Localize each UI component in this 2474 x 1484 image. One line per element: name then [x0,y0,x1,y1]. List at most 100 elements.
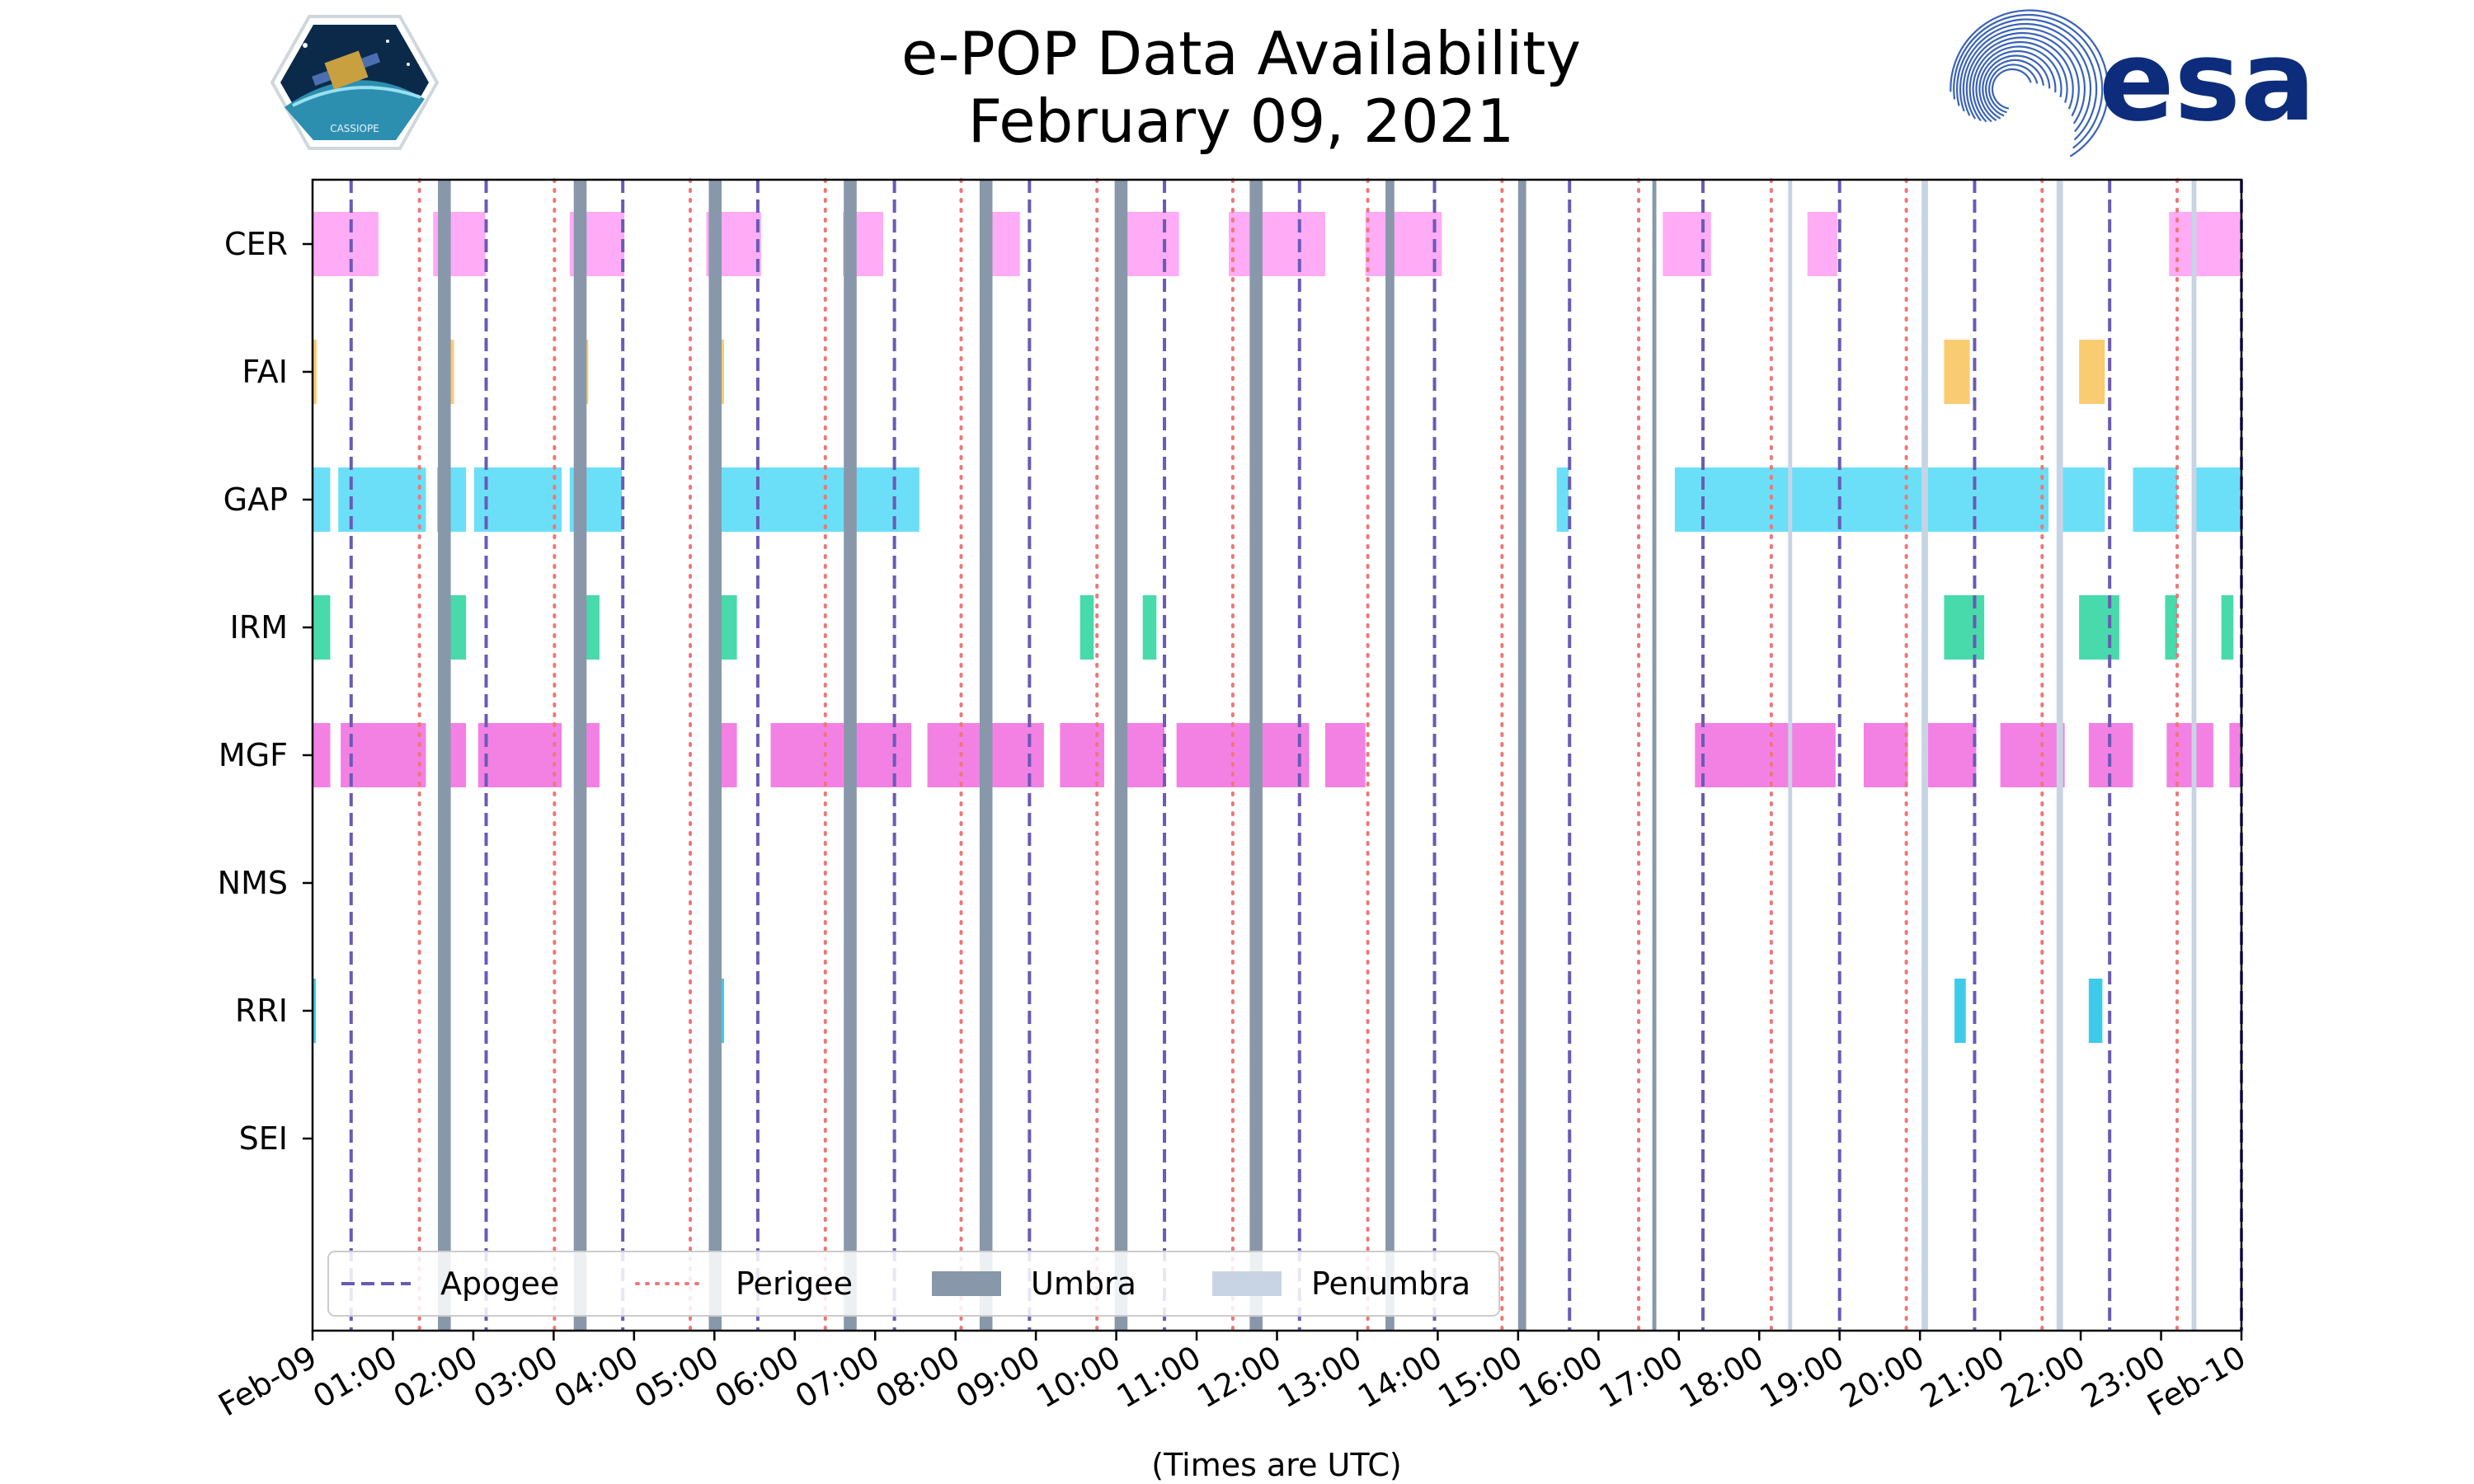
bar-irm [1944,595,1985,660]
esa-swirl-arc [1972,40,2068,138]
x-tick-label: 01:00 [307,1339,403,1416]
bar-cer [987,212,1020,276]
esa-swirl-mark [1950,9,2109,169]
eclipse-shading [438,180,2197,1331]
umbra-band [1652,180,1657,1331]
umbra-band [438,180,451,1331]
x-tick-label: 14:00 [1352,1339,1448,1416]
esa-swirl-arc [1978,49,2057,129]
umbra-band [573,180,587,1331]
esa-logo: esa [1950,9,2316,169]
legend-label-perigee: Perigee [736,1266,853,1302]
bar-irm [313,595,331,660]
x-tick-label: 22:00 [1995,1339,2091,1416]
bar-fai [721,340,724,404]
bar-mgf [1695,723,1836,787]
bar-gap [713,467,920,532]
bar-irm [2221,595,2234,660]
esa-swirl-arc [1988,63,2039,115]
bar-mgf [1120,723,1165,787]
bar-mgf [1863,723,1908,787]
umbra-band [844,180,857,1331]
legend-label-penumbra: Penumbra [1311,1266,1470,1302]
umbra-band [1385,180,1395,1331]
x-axis-ticks: Feb-0901:0002:0003:0004:0005:0006:0007:0… [212,1331,2252,1424]
bar-mgf [477,723,562,787]
bar-irm [1079,595,1094,660]
bar-mgf [2000,723,2065,787]
penumbra-band [2191,180,2197,1331]
umbra-band [1114,180,1128,1331]
bar-cer [1124,212,1179,276]
bar-gap [2133,467,2178,532]
bar-gap [2058,467,2105,532]
bar-irm [582,595,600,660]
bar-cer [1229,212,1325,276]
umbra-band [708,180,722,1331]
x-tick-label: 19:00 [1753,1339,1850,1416]
legend: Apogee Perigee Umbra Penumbra [327,1251,1500,1317]
legend-box [327,1251,1500,1317]
bar-irm [2079,595,2119,660]
bar-rri [2088,979,2103,1043]
esa-swirl-arc [1968,36,2074,142]
bar-mgf [718,723,737,787]
bar-fai [313,340,317,404]
x-tick-label: 18:00 [1673,1339,1770,1416]
penumbra-band [1921,180,1928,1331]
x-tick-label: 05:00 [628,1339,725,1416]
bar-gap [1556,467,1569,532]
esa-logo-text: esa [2099,16,2316,146]
bar-mgf [1176,723,1310,787]
bar-fai [1944,340,1970,404]
bar-mgf [2166,723,2213,787]
x-tick-label: 07:00 [789,1339,886,1416]
bar-cer [313,212,379,276]
x-tick-label: 21:00 [1914,1339,2011,1416]
x-tick-label: 02:00 [388,1339,484,1416]
esa-swirl-arc [1985,59,2045,120]
x-tick-label: 03:00 [468,1339,564,1416]
umbra-band [1249,180,1263,1331]
x-tick-label: Feb-09 [212,1339,322,1424]
bar-rri [1954,979,1966,1043]
bar-irm [718,595,737,660]
x-tick-label: 15:00 [1432,1339,1529,1416]
bar-cer [1807,212,1837,276]
bar-rri [313,979,316,1043]
legend-label-apogee: Apogee [440,1266,559,1302]
bar-irm [2165,595,2178,660]
bar-gap [1674,467,2049,532]
legend-label-umbra: Umbra [1031,1266,1136,1302]
umbra-band [979,180,993,1331]
bar-cer [2169,212,2241,276]
y-tick-label-nms: NMS [218,865,288,901]
y-axis-ticks: CER FAI GAP IRM MGF NMS RRI SEI [218,226,313,1157]
bar-mgf [1927,723,1977,787]
esa-swirl-arc [1965,31,2080,147]
x-tick-label: 11:00 [1111,1339,1207,1416]
bar-fai [2079,340,2105,404]
y-tick-label-sei: SEI [239,1120,288,1157]
x-tick-label: 04:00 [548,1339,644,1416]
bar-gap [338,467,426,532]
legend-swatch-umbra [932,1271,1001,1296]
y-tick-label-cer: CER [224,226,288,262]
x-tick-label: 12:00 [1191,1339,1287,1416]
bar-mgf [341,723,426,787]
penumbra-band [2056,180,2063,1331]
bar-gap [2195,467,2241,532]
penumbra-band [1788,180,1793,1331]
y-tick-label-rri: RRI [235,993,288,1029]
esa-swirl-arc [1956,18,2098,160]
chart-title-line-2: February 09, 2021 [968,87,1515,156]
bar-mgf [2229,723,2241,787]
bar-mgf [770,723,912,787]
bar-irm [1142,595,1157,660]
legend-swatch-penumbra [1212,1271,1282,1296]
esa-swirl-arc [1950,9,2109,169]
x-axis-label: (Times are UTC) [1151,1447,1401,1483]
bar-mgf [313,723,331,787]
umbra-band [1517,180,1526,1331]
